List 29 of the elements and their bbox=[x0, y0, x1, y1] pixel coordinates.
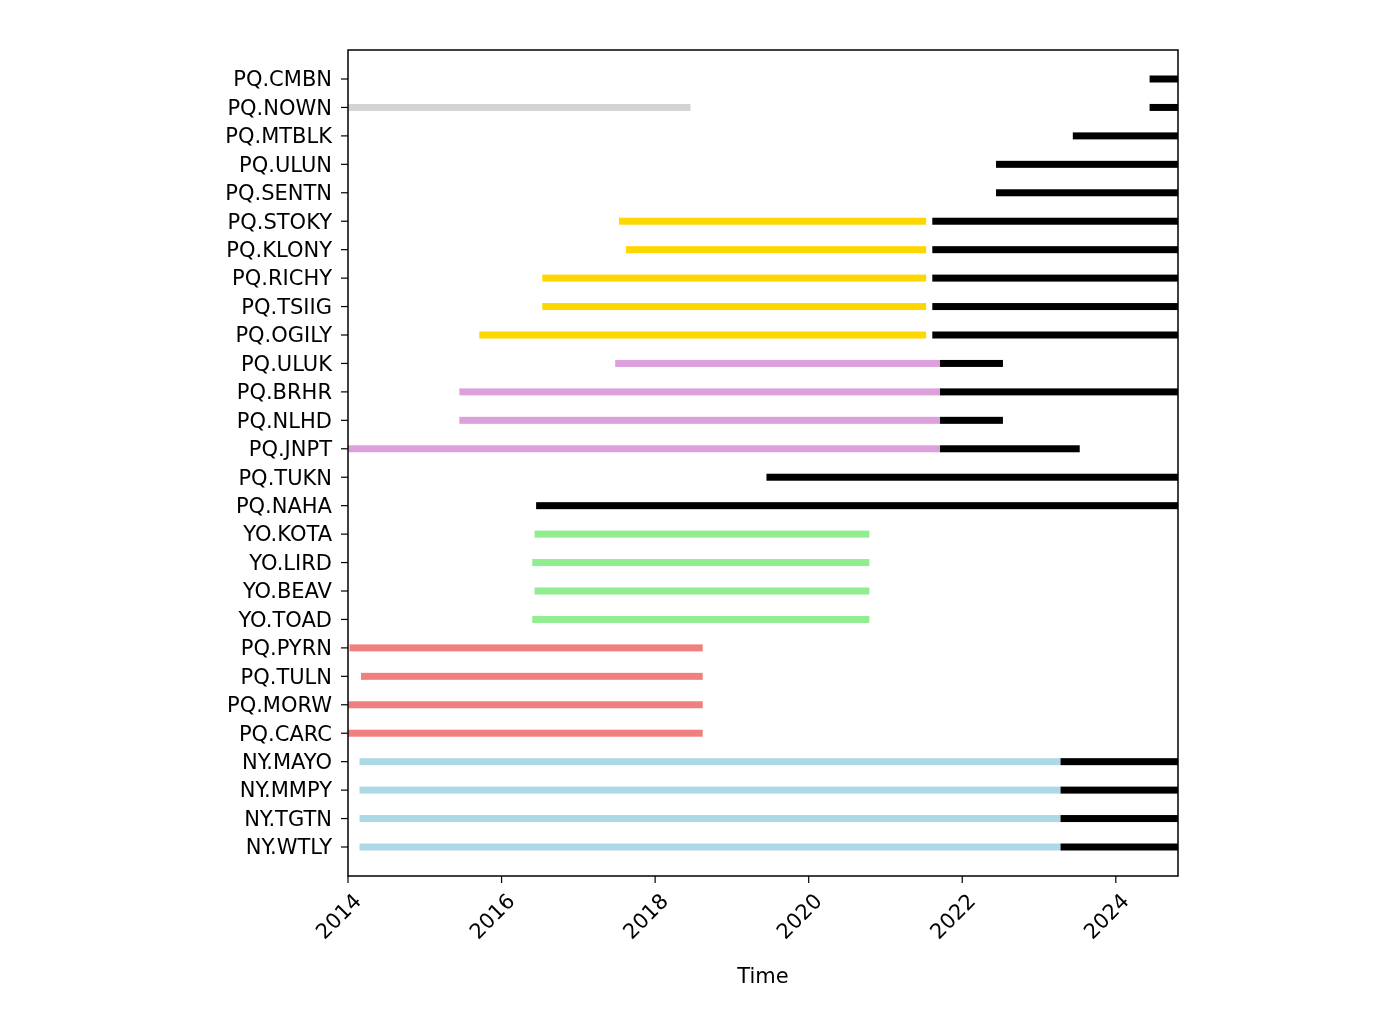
y-tick-label: NY.MAYO bbox=[241, 750, 332, 775]
y-tick-label: PQ.TSIIG bbox=[241, 294, 332, 319]
y-tick-label: PQ.NLHD bbox=[236, 408, 332, 433]
y-tick-label: PQ.STOKY bbox=[227, 209, 333, 234]
y-tick-label: PQ.PYRN bbox=[240, 636, 332, 661]
y-tick-label: NY.WTLY bbox=[245, 835, 333, 860]
y-tick-label: YO.KOTA bbox=[242, 522, 333, 547]
y-tick-label: NY.TGTN bbox=[244, 806, 332, 831]
y-tick-label: YO.LIRD bbox=[248, 550, 332, 575]
y-tick-label: PQ.CARC bbox=[238, 721, 332, 746]
y-tick-label: PQ.MORW bbox=[226, 693, 333, 718]
y-tick-label: PQ.KLONY bbox=[226, 238, 333, 263]
y-tick-label: PQ.NOWN bbox=[227, 95, 332, 120]
y-tick-label: PQ.TULN bbox=[240, 664, 332, 689]
y-tick-label: PQ.SENTN bbox=[225, 181, 332, 206]
y-tick-label: PQ.OGILY bbox=[235, 323, 333, 348]
y-tick-label: YO.TOAD bbox=[237, 607, 332, 632]
y-tick-label: PQ.ULUN bbox=[239, 152, 332, 177]
y-tick-label: PQ.BRHR bbox=[236, 380, 332, 405]
y-tick-label: NY.MMPY bbox=[239, 778, 333, 803]
y-tick-label: PQ.RICHY bbox=[232, 266, 333, 291]
y-tick-label: YO.BEAV bbox=[241, 579, 333, 604]
y-tick-label: PQ.MTBLK bbox=[225, 124, 334, 149]
y-tick-label: PQ.JNPT bbox=[248, 437, 333, 462]
y-tick-label: PQ.NAHA bbox=[235, 494, 333, 519]
x-axis-title: Time bbox=[736, 964, 789, 988]
y-tick-label: PQ.ULUK bbox=[240, 351, 334, 376]
y-tick-label: PQ.TUKN bbox=[238, 465, 332, 490]
y-tick-label: PQ.CMBN bbox=[233, 67, 332, 92]
